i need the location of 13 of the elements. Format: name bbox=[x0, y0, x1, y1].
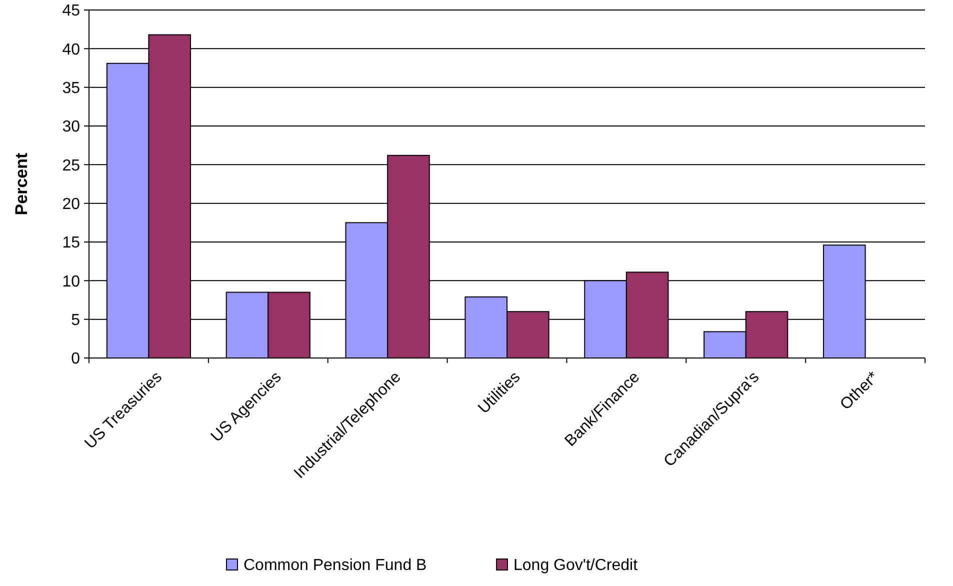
y-tick-label: 5 bbox=[71, 312, 80, 329]
legend-label: Common Pension Fund B bbox=[244, 557, 427, 574]
y-tick-label: 15 bbox=[62, 234, 80, 252]
y-tick-label: 35 bbox=[62, 80, 80, 97]
y-tick-label: 20 bbox=[62, 196, 80, 213]
legend-label: Long Gov't/Credit bbox=[514, 557, 638, 574]
y-tick-label: 40 bbox=[62, 41, 80, 58]
y-tick-label: 10 bbox=[62, 273, 80, 290]
y-tick-label: 30 bbox=[62, 118, 80, 136]
y-tick-label: 25 bbox=[62, 157, 80, 174]
y-tick-label: 0 bbox=[71, 350, 80, 368]
y-tick-label: 45 bbox=[62, 2, 80, 20]
y-axis-title: Percent bbox=[12, 152, 31, 216]
